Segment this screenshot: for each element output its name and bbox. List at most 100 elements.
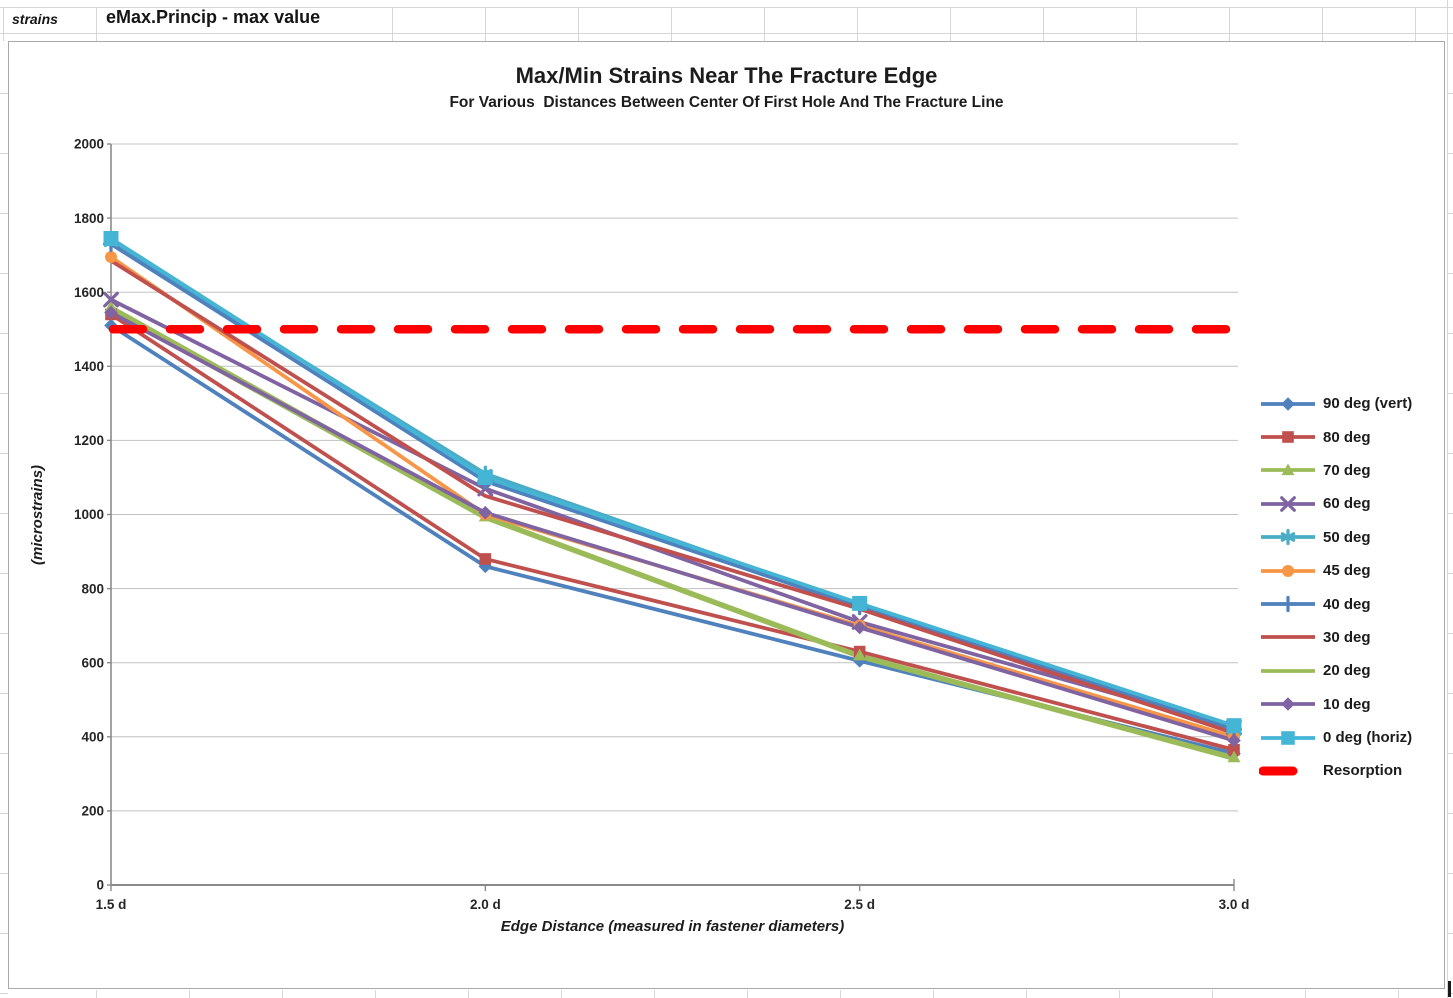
legend-item-80-deg[interactable]: 80 deg [1259, 420, 1412, 453]
legend-label: 10 deg [1323, 695, 1371, 713]
legend-item-0-deg-horiz[interactable]: 0 deg (horiz) [1259, 721, 1412, 754]
legend-swatch-icon [1261, 730, 1315, 745]
y-tick-label: 1600 [74, 285, 104, 300]
grid-line [3, 7, 4, 41]
plot-area[interactable]: 0 200 400 600 800 1000 1200 1400 1600 1800 2000 1.5… [9, 42, 1444, 988]
grid-line [0, 7, 1453, 8]
grid-line [0, 393, 8, 394]
grid-line [1448, 753, 1453, 754]
legend-label: 0 deg (horiz) [1323, 729, 1413, 747]
grid-line [561, 990, 562, 998]
legend-item-40-deg[interactable]: 40 deg [1259, 587, 1412, 620]
chart-title[interactable]: Max/Min Strains Near The Fracture Edge [515, 63, 938, 88]
grid-line [375, 990, 376, 998]
marker-square-0-deg-horiz [852, 595, 868, 611]
y-tick-label: 800 [81, 581, 104, 596]
legend-swatch-icon [1261, 495, 1315, 512]
series-line-60-deg [109, 297, 1236, 730]
series-line-80-deg [109, 312, 1236, 752]
legend-label: Resorption [1323, 762, 1403, 780]
series-line-30-deg [109, 258, 1236, 735]
marker-square-80-deg [1228, 743, 1240, 756]
legend-swatch-icon [1261, 396, 1315, 411]
marker-x-60-deg [103, 291, 119, 308]
grid-line [1448, 513, 1453, 514]
legend-item-30-deg[interactable]: 30 deg [1259, 621, 1412, 654]
cell-strains[interactable]: strains [12, 11, 58, 27]
grid-line [1448, 693, 1453, 694]
grid-line [1415, 7, 1416, 41]
grid-line [0, 693, 8, 694]
legend-swatch-icon [1261, 635, 1315, 640]
grid-line [0, 933, 8, 934]
grid-line [840, 990, 841, 998]
legend-label: 20 deg [1323, 662, 1371, 680]
cell-formula-value[interactable]: eMax.Princip - max value [106, 7, 321, 27]
grid-line [1448, 153, 1453, 154]
marker-circle-45-deg [105, 251, 117, 264]
y-tick-label: 400 [81, 730, 104, 745]
legend-item-45-deg[interactable]: 45 deg [1259, 554, 1412, 587]
grid-line [1448, 573, 1453, 574]
series-line-40-deg [109, 242, 1236, 732]
chart-subtitle[interactable]: For Various Distances Between Center Of … [449, 94, 1004, 111]
grid-line [1305, 990, 1306, 998]
legend-item-resorption[interactable]: Resorption [1259, 754, 1412, 787]
x-axis-title: Edge Distance (measured in fastener diam… [500, 918, 845, 935]
x-tick-label: 2.5 d [844, 897, 875, 912]
marker-triangle-70-deg [1227, 750, 1241, 763]
chart-legend[interactable]: 90 deg (vert) 80 deg 70 deg 60 deg 50 deg 45 … [1259, 387, 1412, 788]
legend-item-70-deg[interactable]: 70 deg [1259, 454, 1412, 487]
grid-line [0, 93, 8, 94]
grid-line [0, 333, 8, 334]
y-tick-label: 600 [81, 655, 104, 670]
grid-line [392, 7, 393, 41]
grid-line [0, 153, 8, 154]
grid-line [189, 990, 190, 998]
marker-square-80-deg [479, 553, 492, 565]
grid-line [1398, 990, 1399, 998]
grid-line [1448, 813, 1453, 814]
legend-item-10-deg[interactable]: 10 deg [1259, 688, 1412, 721]
grid-line [0, 753, 8, 754]
marker-diamond-10-deg [478, 505, 493, 520]
legend-label: 45 deg [1323, 562, 1371, 580]
legend-label: 70 deg [1323, 461, 1371, 479]
legend-item-60-deg[interactable]: 60 deg [1259, 487, 1412, 520]
grid-line [0, 33, 1453, 34]
legend-swatch-icon [1261, 529, 1315, 546]
legend-swatch-icon [1259, 766, 1298, 776]
grid-line [1448, 393, 1453, 394]
grid-line [1136, 7, 1137, 41]
grid-line [1043, 7, 1044, 41]
legend-label: 30 deg [1323, 628, 1371, 646]
grid-line [96, 990, 97, 998]
series-line-0-deg-horiz [109, 236, 1236, 728]
grid-line [1322, 7, 1323, 41]
y-tick-label: 200 [81, 804, 104, 819]
legend-label: 90 deg (vert) [1323, 395, 1413, 413]
grid-line [578, 7, 579, 41]
grid-line [0, 633, 8, 634]
legend-item-20-deg[interactable]: 20 deg [1259, 654, 1412, 687]
y-tick-label: 1000 [74, 507, 104, 522]
legend-swatch-icon [1261, 668, 1315, 673]
grid-line [1448, 873, 1453, 874]
y-tick-label: 2000 [74, 137, 104, 152]
chart-object[interactable]: Max/Min Strains Near The Fracture Edge F… [8, 41, 1445, 989]
grid-line [1448, 213, 1453, 214]
legend-label: 60 deg [1323, 495, 1371, 513]
marker-square-0-deg-horiz [1226, 718, 1242, 734]
grid-line [950, 7, 951, 41]
legend-item-50-deg[interactable]: 50 deg [1259, 521, 1412, 554]
series-line-10-deg [109, 310, 1236, 743]
grid-line [671, 7, 672, 41]
grid-line [1026, 990, 1027, 998]
marker-diamond-10-deg [104, 305, 118, 320]
grid-line [1447, 0, 1448, 998]
grid-line [0, 453, 8, 454]
legend-item-90-deg-vert[interactable]: 90 deg (vert) [1259, 387, 1412, 420]
grid-line [0, 873, 8, 874]
legend-swatch-icon [1261, 431, 1315, 443]
